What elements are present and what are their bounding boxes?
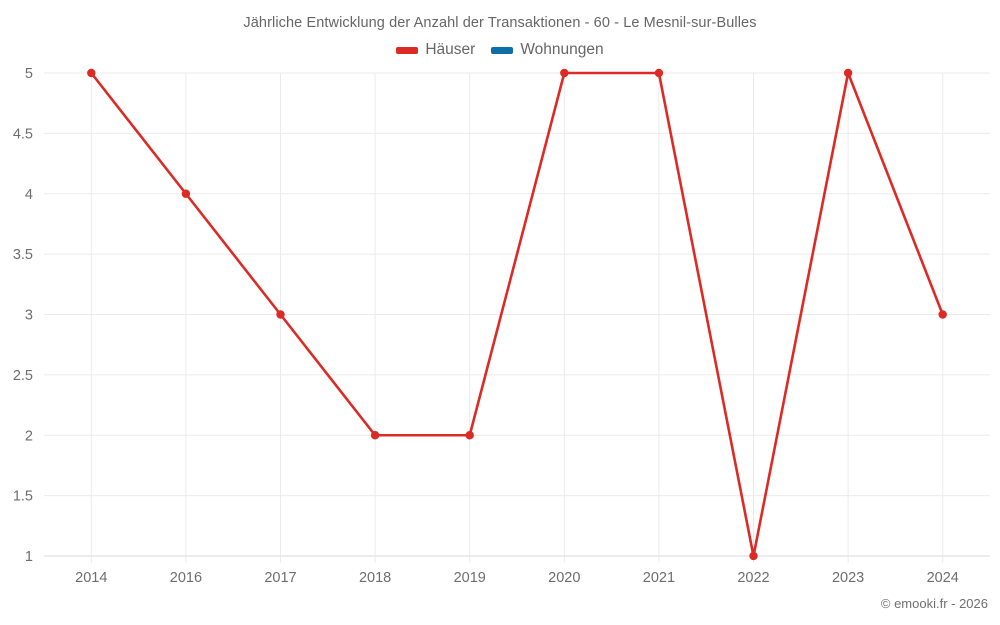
data-point[interactable]	[654, 68, 664, 78]
y-tick-label: 2.5	[13, 368, 33, 384]
x-tick-label: 2023	[832, 570, 864, 586]
data-point[interactable]	[938, 310, 947, 319]
y-tick-label: 4.5	[13, 126, 33, 142]
data-point[interactable]	[87, 68, 96, 78]
y-tick-label: 3.5	[13, 247, 33, 263]
series-lines	[90, 71, 945, 558]
legend-swatch-wohnungen	[491, 46, 514, 54]
data-point[interactable]	[749, 551, 758, 561]
x-tick-label: 2020	[548, 570, 580, 586]
x-tick-label: 2024	[927, 570, 959, 586]
x-gridlines	[90, 73, 944, 556]
y-tick-label: 3	[25, 308, 33, 324]
x-tick-label: 2019	[454, 570, 486, 586]
legend-item-wohnungen[interactable]: Wohnungen	[491, 41, 604, 59]
chart-title: Jährliche Entwicklung der Anzahl der Tra…	[243, 15, 757, 31]
y-tick-label: 2	[25, 428, 33, 444]
x-axis-tick-labels: 2014 2016 2017 2018 2019 2020 2021 2022 2023 2024	[75, 570, 959, 586]
x-tick-label: 2016	[170, 570, 202, 586]
legend-label-haeuser: Häuser	[425, 41, 476, 58]
data-point[interactable]	[370, 431, 380, 440]
data-point[interactable]	[843, 68, 853, 78]
footer-credit: © emooki.fr - 2026	[880, 596, 988, 611]
legend-item-haeuser[interactable]: Häuser	[396, 41, 475, 59]
legend-label-wohnungen: Wohnungen	[520, 41, 604, 58]
x-tick-marks	[90, 556, 944, 563]
x-tick-label: 2022	[737, 570, 769, 586]
series-data-points	[87, 68, 947, 561]
y-axis-tick-labels: 1 1.5 2 2.5 3 3.5 4 4.5 5	[13, 66, 33, 565]
data-point[interactable]	[560, 68, 569, 78]
y-tick-label: 4	[25, 187, 33, 203]
y-tick-label: 1	[25, 549, 33, 565]
x-tick-label: 2014	[75, 570, 107, 586]
legend-swatch-haeuser	[396, 46, 419, 54]
y-tick-label: 1.5	[13, 489, 33, 505]
x-tick-label: 2017	[264, 570, 296, 586]
chart-legend: Häuser Wohnungen	[0, 41, 1000, 59]
x-tick-label: 2021	[643, 570, 675, 586]
series-line-häuser	[90, 71, 945, 558]
data-point[interactable]	[465, 431, 474, 440]
x-tick-label: 2018	[359, 570, 391, 586]
y-tick-label: 5	[25, 66, 33, 82]
data-point[interactable]	[181, 189, 191, 198]
data-point[interactable]	[276, 310, 285, 319]
